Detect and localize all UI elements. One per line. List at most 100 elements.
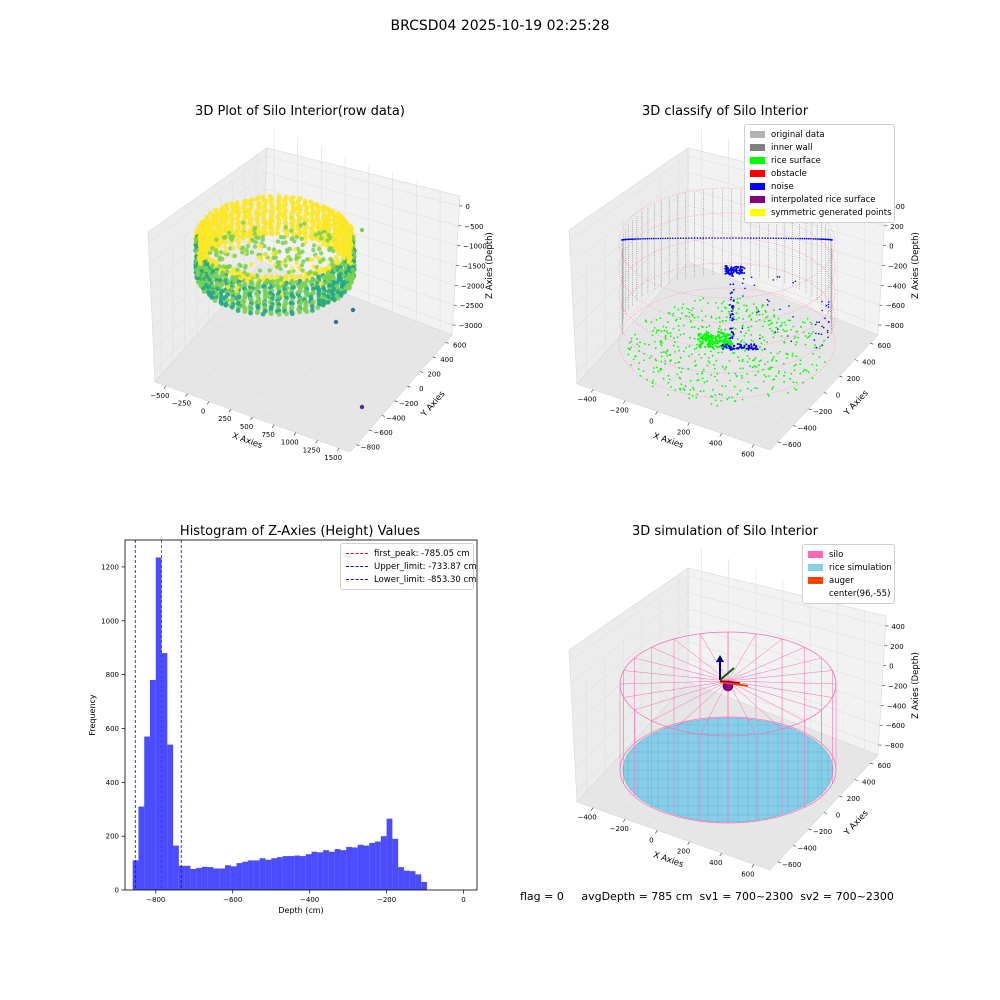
p2-rice-point	[799, 359, 802, 362]
p1-data-point	[252, 231, 257, 237]
p2-rice-point	[702, 326, 704, 328]
p2-rice-point	[768, 375, 770, 377]
p1-data-point	[212, 298, 218, 303]
p1-data-point	[326, 289, 332, 294]
p1-data-point	[280, 240, 285, 246]
p2-grid-y	[590, 267, 702, 389]
p2-ztick-label: −600	[886, 302, 905, 310]
p1-data-point	[350, 267, 356, 273]
p2-rice-point	[732, 315, 735, 318]
p1-grid-x	[208, 321, 402, 394]
p1-ztick-label: −2000	[461, 282, 485, 290]
p1-data-point	[271, 247, 277, 252]
histogram-bar	[276, 857, 283, 890]
p2-rice-point	[773, 309, 775, 312]
histogram-bar	[311, 851, 318, 890]
p2-rice-point	[724, 328, 727, 331]
panel4-legend: silo rice simulation auger center(96,-55)	[802, 544, 895, 604]
p1-data-point	[229, 286, 234, 292]
p2-rice-point	[761, 313, 764, 316]
p1-data-point	[223, 220, 228, 226]
p1-data-point	[289, 281, 294, 287]
p1-xtick	[271, 424, 275, 428]
figure-title: BRCSD04 2025-10-19 02:25:28	[390, 18, 610, 34]
p2-rice-point	[750, 325, 753, 328]
p1-ytick-label: −600	[374, 429, 393, 437]
panel4-title: 3D simulation of Silo Interior	[632, 524, 818, 539]
p2-rice-point	[680, 371, 683, 373]
p2-rice-point	[650, 321, 653, 323]
p2-rice-point	[665, 352, 668, 355]
p1-data-point	[292, 247, 297, 252]
p1-data-point	[275, 264, 280, 270]
p2-rice-point	[737, 302, 740, 304]
p1-data-point	[217, 242, 223, 248]
p2-rice-point	[659, 317, 662, 319]
p1-xtick	[250, 416, 253, 421]
p1-data-point	[263, 295, 268, 301]
p2-rice-point	[653, 367, 655, 369]
legend-label: noise	[771, 181, 794, 192]
p1-ytick-label: 600	[453, 341, 466, 349]
legend-entry: Upper_limit: -733.87 cm	[346, 560, 477, 573]
p1-data-point	[255, 305, 261, 311]
p1-data-point	[319, 236, 324, 241]
p1-data-point	[257, 255, 262, 260]
p2-rice-point	[809, 321, 812, 324]
p2-rice-point	[731, 396, 734, 398]
histogram-ylabel: Frequency	[88, 694, 97, 736]
histogram-bar	[253, 860, 260, 890]
p1-data-point	[278, 266, 283, 271]
p1-xtick	[206, 401, 210, 405]
histogram-xtick-label: 0	[461, 896, 465, 904]
p2-grid-z-right	[687, 204, 883, 266]
p1-data-point	[268, 274, 274, 279]
p1-data-point	[304, 309, 310, 315]
p1-data-point	[274, 226, 280, 232]
p1-data-point	[302, 232, 308, 237]
p1-data-point	[230, 204, 236, 210]
p2-xtick	[751, 444, 755, 448]
p1-data-point	[325, 299, 331, 305]
p1-ztick-label: −2500	[460, 302, 484, 310]
p1-data-point	[319, 267, 324, 272]
histogram-bar	[259, 858, 266, 890]
p1-data-point	[305, 257, 310, 262]
p1-data-point	[269, 226, 275, 232]
p2-rice-point	[757, 370, 760, 373]
p2-rice-point	[806, 317, 809, 320]
legend-entry: auger	[808, 574, 889, 587]
legend-entry: interpolated rice surface	[750, 193, 889, 206]
p1-data-point	[223, 245, 228, 250]
p1-data-point	[207, 250, 213, 255]
legend-entry: noise	[750, 180, 889, 193]
legend-label: inner wall	[771, 142, 813, 153]
p1-data-point	[249, 250, 255, 255]
histogram-bar	[328, 851, 335, 890]
p1-data-point	[309, 257, 315, 262]
histogram-plot-area	[125, 540, 477, 890]
p1-grid-z-right	[265, 188, 458, 246]
panel1-title: 3D Plot of Silo Interior(row data)	[195, 104, 405, 119]
p1-ytick	[420, 371, 424, 373]
p1-data-point	[198, 283, 204, 289]
p2-rice-point	[690, 326, 693, 329]
p2-grid-z-left	[575, 237, 689, 352]
p2-rice-point	[715, 317, 718, 320]
p1-data-point	[227, 230, 232, 235]
p2-rice-point	[735, 318, 738, 321]
p2-rice-point	[804, 335, 807, 337]
histogram-xtick-label: −200	[377, 896, 396, 904]
p1-data-point	[207, 292, 212, 297]
p2-rice-point	[770, 366, 773, 368]
histogram-bar	[155, 557, 162, 890]
p1-data-point	[238, 263, 243, 268]
p2-rice-point	[664, 336, 667, 339]
legend-label: obstacle	[771, 168, 807, 179]
p2-xtick-label: 600	[741, 451, 754, 459]
p1-data-point	[314, 264, 319, 270]
p1-data-point	[286, 270, 292, 275]
p1-ztick-label: −1000	[463, 243, 487, 251]
p2-rice-point	[688, 393, 691, 395]
legend-swatch	[750, 183, 765, 190]
